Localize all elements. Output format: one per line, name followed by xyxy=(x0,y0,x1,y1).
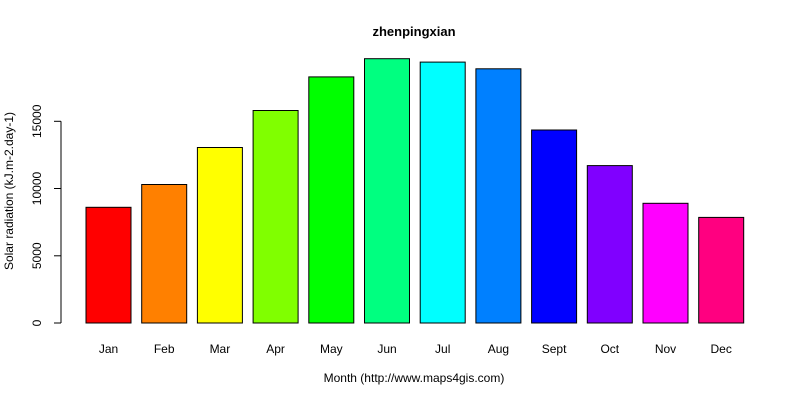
x-tick-labels: Jan Feb Mar Apr May Jun Jul Aug Sept Oct Nov Dec xyxy=(99,342,732,356)
bar-jan xyxy=(85,206,132,324)
x-tick-label: Jun xyxy=(377,342,396,356)
x-tick-label: Aug xyxy=(488,342,509,356)
bar-apr xyxy=(252,110,299,324)
x-tick-label: Mar xyxy=(210,342,231,356)
bar-may xyxy=(308,76,355,324)
y-tick-label: 10000 xyxy=(30,171,44,205)
y-tick-label: 15000 xyxy=(30,104,44,138)
bar-jul xyxy=(419,61,466,324)
bar-aug xyxy=(475,68,522,324)
x-tick-label: Oct xyxy=(600,342,619,356)
y-axis-label: Solar radiation (kJ.m-2.day-1) xyxy=(2,112,16,270)
x-axis-label: Month (http://www.maps4gis.com) xyxy=(324,371,505,385)
bar-dec xyxy=(698,216,745,324)
y-tick-label: 0 xyxy=(30,319,44,326)
bars xyxy=(85,58,745,324)
x-tick-label: May xyxy=(320,342,343,356)
x-tick-label: Feb xyxy=(154,342,175,356)
bar-sept xyxy=(531,129,578,324)
y-tick-label: 5000 xyxy=(30,242,44,269)
bar-nov xyxy=(642,202,689,324)
x-tick-label: Jul xyxy=(435,342,450,356)
bar-mar xyxy=(196,147,243,324)
x-tick-label: Dec xyxy=(711,342,732,356)
y-axis: 0 5000 10000 15000 xyxy=(30,104,62,326)
x-tick-label: Jan xyxy=(99,342,118,356)
bar-oct xyxy=(586,165,633,324)
bar-feb xyxy=(141,184,188,324)
x-tick-label: Apr xyxy=(266,342,285,356)
chart-title: zhenpingxian xyxy=(372,24,455,39)
x-tick-label: Nov xyxy=(655,342,676,356)
x-tick-label: Sept xyxy=(542,342,567,356)
bar-jun xyxy=(364,58,410,324)
